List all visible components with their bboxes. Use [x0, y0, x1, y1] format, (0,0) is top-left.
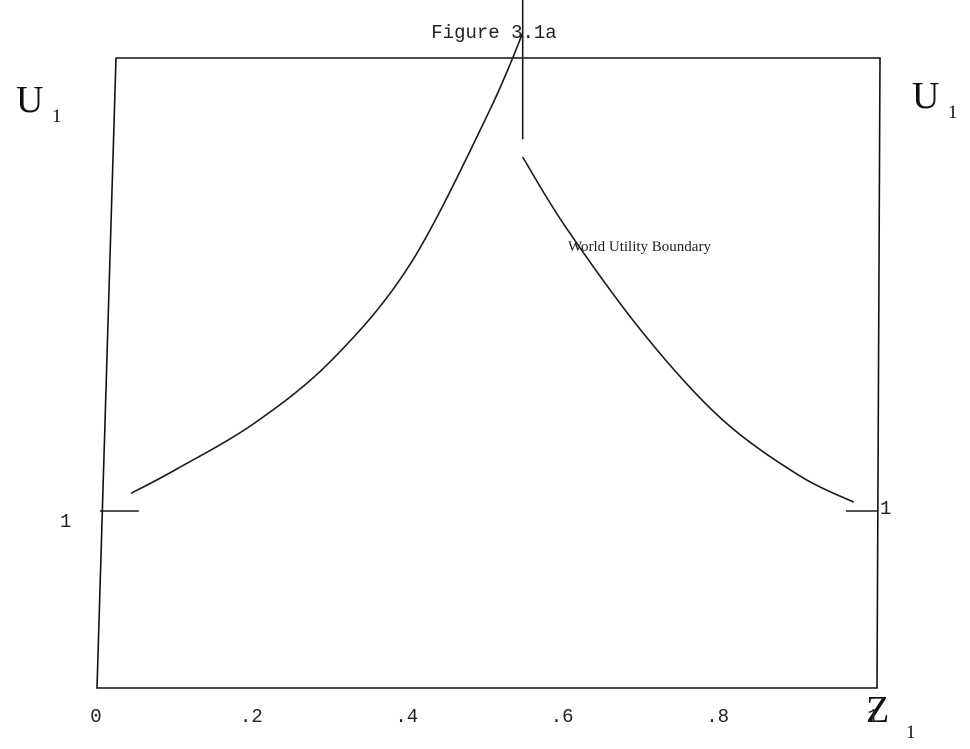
world-utility-boundary-label: World Utility Boundary [568, 239, 711, 255]
y-axis-label-right: U [912, 75, 939, 117]
plot-frame [96, 57, 881, 689]
curve-segment-falling-3 [522, 156, 855, 503]
world-utility-boundary-curve [100, 0, 877, 512]
curve-segment-rising-1 [130, 32, 524, 495]
x-tick-label-5: 1 [867, 706, 878, 728]
x-tick-label-0: 0 [90, 706, 101, 728]
y-axis-label-right-subscript: 1 [948, 102, 958, 123]
y-reference-label-left: 1 [60, 511, 71, 533]
x-tick-label-4: .8 [706, 706, 729, 728]
y-reference-label-right: 1 [880, 498, 891, 520]
y-axis-label-left: U [16, 79, 43, 121]
x-tick-label-1: .2 [240, 706, 263, 728]
x-axis-label: Z [866, 689, 889, 731]
chart-title: Figure 3.1a [431, 22, 556, 44]
x-tick-label-2: .4 [395, 706, 418, 728]
y-axis-label-left-subscript: 1 [52, 106, 62, 127]
x-axis-label-subscript: 1 [906, 722, 916, 743]
x-tick-labels: 0 .2 .4 .6 .8 1 [90, 706, 878, 728]
x-tick-label-3: .6 [551, 706, 574, 728]
